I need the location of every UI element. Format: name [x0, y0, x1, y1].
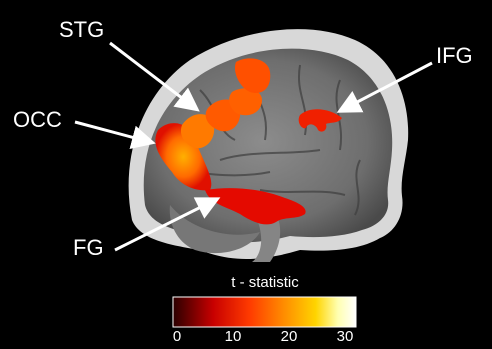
stg-arrow — [109, 41, 200, 112]
colorbar — [172, 296, 357, 328]
colorbar-tick-30: 30 — [336, 328, 354, 345]
occ-label: OCC — [13, 107, 62, 132]
cerebellum — [169, 205, 260, 254]
superior-activation — [234, 58, 271, 94]
activation-clusters — [155, 58, 342, 225]
colorbar-tick-0: 0 — [172, 328, 182, 345]
stg-activation-3 — [229, 88, 262, 116]
colorbar-title: t - statistic — [231, 274, 299, 291]
ifg-arrow — [336, 61, 433, 113]
fg-label: FG — [73, 235, 104, 260]
annotation-arrows — [74, 41, 433, 252]
brainstem — [252, 212, 281, 262]
fusiform-activation — [205, 188, 306, 225]
fg-arrow — [114, 197, 221, 252]
stg-label: STG — [59, 17, 105, 42]
stg-activation-1 — [180, 114, 215, 149]
ifg-label: IFG — [436, 43, 473, 68]
colorbar-tick-20: 20 — [280, 328, 298, 345]
occ-arrow — [74, 120, 156, 149]
colorbar-tick-10: 10 — [224, 328, 242, 345]
sulci-lines — [179, 64, 361, 216]
ifg-activation — [298, 109, 342, 132]
occipital-activation — [155, 123, 212, 191]
